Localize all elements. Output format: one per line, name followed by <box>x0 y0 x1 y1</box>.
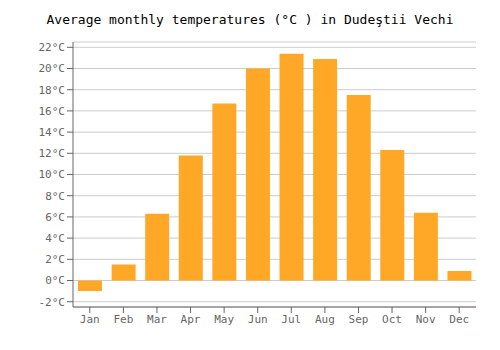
svg-text:2°C: 2°C <box>45 253 65 266</box>
svg-text:6°C: 6°C <box>45 211 65 224</box>
svg-text:Jan: Jan <box>80 313 100 326</box>
svg-text:Apr: Apr <box>181 313 201 326</box>
html-text:Average monthly temperatures (: Average monthly temperatures (°C ) in Du… <box>46 12 454 27</box>
svg-text:May: May <box>214 313 234 326</box>
svg-text:Oct: Oct <box>382 313 402 326</box>
svg-text:Feb: Feb <box>113 313 133 326</box>
svg-text:Jul: Jul <box>281 313 301 326</box>
svg-text:12°C: 12°C <box>39 147 66 160</box>
svg-text:-2°C: -2°C <box>39 296 66 309</box>
svg-text:4°C: 4°C <box>45 232 65 245</box>
svg-text:Mar: Mar <box>147 313 167 326</box>
svg-text:10°C: 10°C <box>39 168 66 181</box>
svg-text:Jun: Jun <box>248 313 268 326</box>
svg-text:16°C: 16°C <box>39 105 66 118</box>
svg-text:Nov: Nov <box>416 313 436 326</box>
svg-text:0°C: 0°C <box>45 274 65 287</box>
svg-text:20°C: 20°C <box>39 62 66 75</box>
svg-text:8°C: 8°C <box>45 190 65 203</box>
svg-text:18°C: 18°C <box>39 84 66 97</box>
svg-text:Dec: Dec <box>449 313 469 326</box>
svg-text:Sep: Sep <box>349 313 369 326</box>
svg-text:Aug: Aug <box>315 313 335 326</box>
svg-text:14°C: 14°C <box>39 126 66 139</box>
svg-text:22°C: 22°C <box>39 41 66 54</box>
